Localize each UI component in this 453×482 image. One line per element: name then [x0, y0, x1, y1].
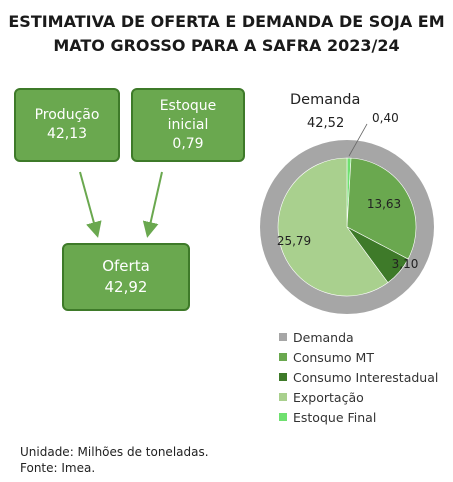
legend-swatch [279, 333, 287, 341]
legend-label: Exportação [293, 389, 364, 405]
demand-pie-chart: 13,63 3,10 25,79 0,40 [260, 111, 434, 314]
legend-swatch [279, 353, 287, 361]
legend-swatch [279, 393, 287, 401]
legend-swatch [279, 373, 287, 381]
arrow-estoque-to-oferta [142, 171, 163, 238]
pie-slice-consumo-mt [346, 157, 417, 260]
legend-label: Demanda [293, 329, 354, 345]
producao-label: Produção [34, 107, 100, 123]
legend-item-consumo-mt: Consumo MT [279, 347, 438, 367]
estoque-value: 0,79 [172, 135, 204, 152]
estoque-label-2: inicial [167, 116, 209, 133]
oferta-label: Oferta [102, 257, 150, 275]
pie-label-estoque-final: 0,40 [372, 111, 399, 125]
estoque-final-leader-line [348, 123, 368, 157]
legend-item-demanda: Demanda [279, 327, 438, 347]
chart-legend: Demanda Consumo MT Consumo Interestadual Ex… [279, 327, 438, 427]
source-note: Fonte: Imea. [20, 461, 96, 475]
pie-slice-exporta-o [277, 157, 389, 297]
producao-box: Produção 42,13 [14, 88, 120, 162]
pie-label-consumo-mt: 13,63 [367, 197, 401, 211]
pie-label-consumo-interestadual: 3,10 [392, 257, 419, 271]
legend-item-exporta-o: Exportação [279, 387, 438, 407]
producao-value: 42,13 [46, 126, 88, 142]
estoque-inicial-box: Estoque inicial 0,79 [131, 88, 245, 162]
oferta-box: Oferta 42,92 [62, 243, 190, 311]
legend-swatch [279, 413, 287, 421]
demanda-label: Demanda [290, 92, 361, 108]
demanda-value: 42,52 [307, 116, 345, 131]
legend-item-consumo-interestadual: Consumo Interestadual [279, 367, 438, 387]
estoque-label-1: Estoque [159, 97, 217, 114]
title-line-1: ESTIMATIVA DE OFERTA E DEMANDA DE SOJA E… [8, 12, 445, 31]
pie-label-exporta-o: 25,79 [277, 234, 311, 248]
legend-label: Consumo MT [293, 349, 374, 365]
legend-item-estoque-final: Estoque Final [279, 407, 438, 427]
legend-label: Estoque Final [293, 409, 377, 425]
oferta-value: 42,92 [104, 278, 148, 296]
legend-label: Consumo Interestadual [293, 369, 439, 385]
arrow-producao-to-oferta [79, 171, 102, 238]
unit-note: Unidade: Milhões de toneladas. [20, 445, 209, 459]
chart-title: ESTIMATIVA DE OFERTA E DEMANDA DE SOJA E… [0, 10, 453, 58]
title-line-2: MATO GROSSO PARA A SAFRA 2023/24 [53, 36, 400, 55]
footer: Unidade: Milhões de toneladas. Fonte: Im… [20, 444, 209, 476]
